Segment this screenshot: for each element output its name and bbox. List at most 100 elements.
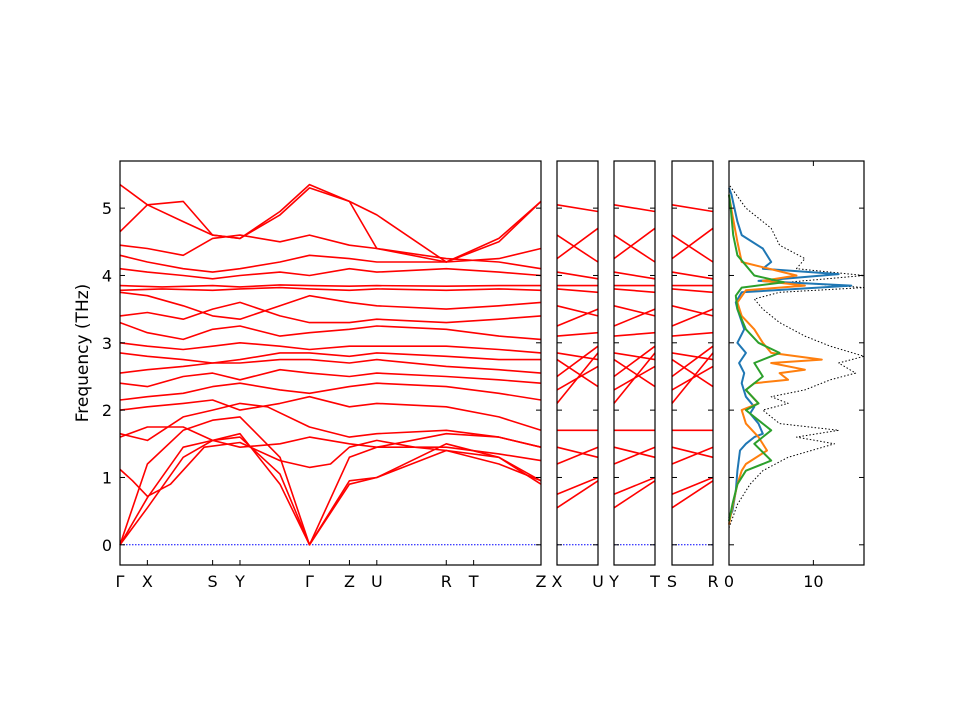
band-curve xyxy=(671,446,714,465)
band-curve xyxy=(119,284,541,288)
dos-partial-curve xyxy=(728,187,853,519)
high-symmetry-label: Z xyxy=(344,572,355,591)
band-panel-frame xyxy=(119,160,542,566)
band-curve xyxy=(613,271,656,280)
high-symmetry-label: R xyxy=(707,572,718,591)
high-symmetry-label: T xyxy=(468,572,479,591)
band-curve xyxy=(613,308,656,327)
band-curve xyxy=(671,358,714,388)
high-symmetry-label: Y xyxy=(608,572,619,591)
band-curve xyxy=(119,432,542,546)
band-curve xyxy=(119,183,542,263)
band-curve xyxy=(556,331,599,337)
band-curve xyxy=(671,476,714,496)
band-curve xyxy=(613,365,656,391)
band-curve xyxy=(119,426,542,462)
high-symmetry-label: Y xyxy=(234,572,245,591)
band-panel-frame xyxy=(613,160,656,566)
high-symmetry-label: S xyxy=(667,572,677,591)
band-curve xyxy=(556,480,599,509)
high-symmetry-label: Γ xyxy=(305,572,314,591)
band-curve xyxy=(671,480,714,509)
band-curve xyxy=(556,204,599,213)
high-symmetry-label: X xyxy=(552,572,563,591)
band-curve xyxy=(613,234,656,263)
band-curve xyxy=(556,308,599,327)
y-tick-label: 5 xyxy=(102,199,112,218)
band-curve xyxy=(556,365,599,391)
band-panel-frame xyxy=(671,160,714,566)
band-curve xyxy=(119,402,542,448)
band-curve xyxy=(119,395,542,432)
band-curve xyxy=(671,204,714,213)
band-curve xyxy=(671,305,714,317)
band-curve xyxy=(119,267,542,280)
high-symmetry-label: S xyxy=(208,572,218,591)
band-curve xyxy=(119,291,542,320)
dos-x-tick-label: 0 xyxy=(724,572,734,591)
band-curve xyxy=(613,227,656,260)
band-curve xyxy=(613,446,656,459)
band-curve xyxy=(119,436,542,546)
band-curve xyxy=(613,480,656,509)
band-curve xyxy=(556,345,599,378)
band-curve xyxy=(556,288,599,294)
band-curve xyxy=(119,368,542,388)
band-curve xyxy=(556,358,599,388)
band-curve xyxy=(613,305,656,317)
band-curve xyxy=(671,365,714,391)
band-curve xyxy=(671,271,714,280)
band-curve xyxy=(613,446,656,465)
high-symmetry-label: U xyxy=(371,572,383,591)
band-curve xyxy=(613,345,656,378)
dos-x-tick-label: 10 xyxy=(803,572,823,591)
band-curve xyxy=(119,321,542,341)
band-curve xyxy=(556,227,599,260)
band-curve xyxy=(613,288,656,294)
high-symmetry-label: Γ xyxy=(116,572,125,591)
high-symmetry-label: X xyxy=(142,572,153,591)
y-tick-label: 4 xyxy=(102,266,112,285)
band-curve xyxy=(556,446,599,459)
band-curve xyxy=(671,446,714,459)
band-curve xyxy=(119,352,541,364)
band-curve xyxy=(613,331,656,337)
band-curve xyxy=(119,382,542,401)
y-tick-label: 2 xyxy=(102,401,112,420)
band-curve xyxy=(671,234,714,263)
band-curve xyxy=(556,352,599,361)
high-symmetry-label: Z xyxy=(536,572,547,591)
dos-partial-curve xyxy=(728,194,785,522)
band-curve xyxy=(119,286,542,292)
band-curve xyxy=(119,342,542,354)
band-curve xyxy=(671,227,714,260)
y-tick-label: 3 xyxy=(102,334,112,353)
band-curve xyxy=(671,308,714,327)
high-symmetry-label: R xyxy=(441,572,452,591)
band-curve xyxy=(671,288,714,294)
band-curve xyxy=(119,358,542,374)
band-curve xyxy=(556,305,599,317)
dos-panel-frame xyxy=(728,160,865,566)
band-curve xyxy=(556,271,599,280)
high-symmetry-label: U xyxy=(592,572,604,591)
band-curve xyxy=(556,476,599,496)
band-panel-frame xyxy=(556,160,599,566)
band-curve xyxy=(556,234,599,263)
band-curve xyxy=(613,476,656,496)
band-curve xyxy=(671,331,714,337)
dos-total-curve xyxy=(728,184,865,529)
band-curve xyxy=(119,301,542,324)
high-symmetry-label: T xyxy=(649,572,660,591)
band-curve xyxy=(671,352,714,361)
band-curve xyxy=(671,345,714,378)
band-curve xyxy=(119,416,542,546)
band-curve xyxy=(613,352,656,361)
band-curve xyxy=(613,204,656,213)
y-tick-label: 0 xyxy=(102,536,112,555)
band-curve xyxy=(119,247,542,273)
y-tick-label: 1 xyxy=(102,468,112,487)
